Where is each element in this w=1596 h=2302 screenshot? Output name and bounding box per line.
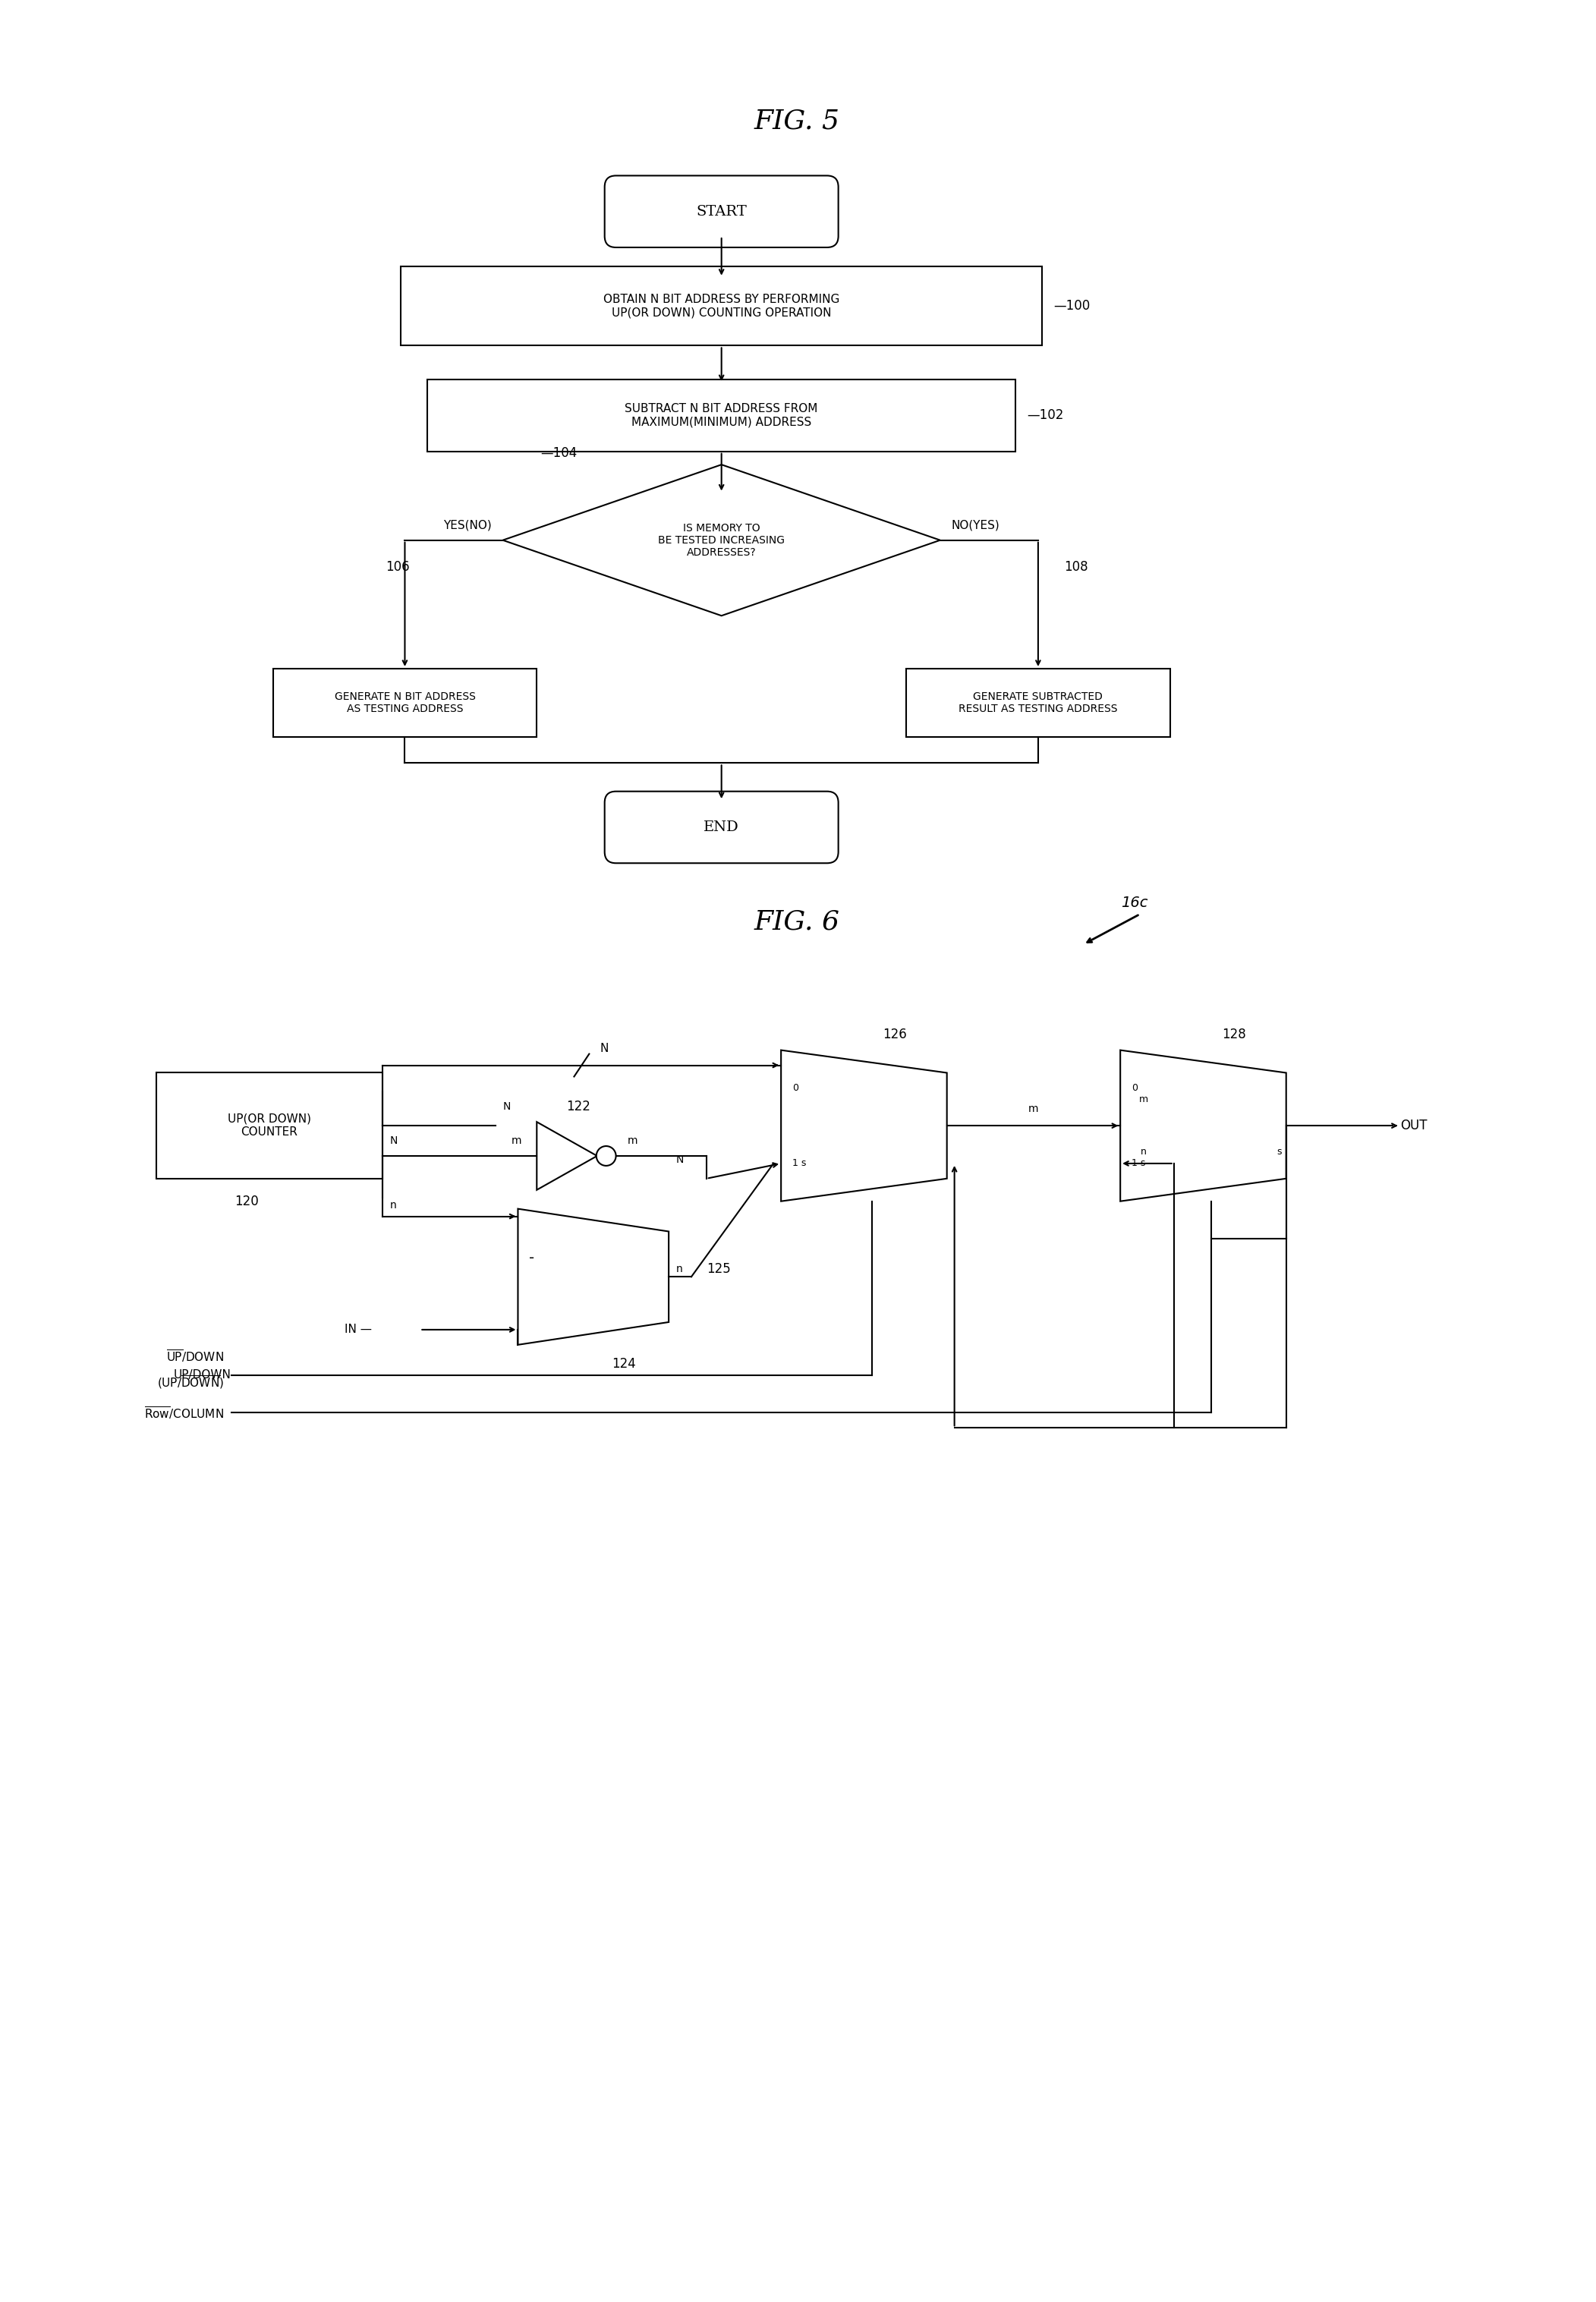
Text: m: m (1140, 1093, 1148, 1105)
Text: 106: 106 (385, 559, 409, 573)
Text: 1 s: 1 s (792, 1158, 806, 1169)
Text: s: s (1277, 1146, 1282, 1158)
Text: FIG. 6: FIG. 6 (753, 909, 839, 935)
Text: IN —: IN — (345, 1324, 372, 1335)
Text: 108: 108 (1065, 559, 1088, 573)
Text: (UP/$\overline{\mathrm{DOWN}}$): (UP/$\overline{\mathrm{DOWN}}$) (156, 1374, 223, 1390)
Text: UP(OR DOWN): UP(OR DOWN) (227, 1114, 311, 1126)
Text: 120: 120 (235, 1195, 259, 1209)
Bar (156, 1073, 381, 1179)
Polygon shape (536, 1121, 597, 1190)
Text: SUBTRACT N BIT ADDRESS FROM: SUBTRACT N BIT ADDRESS FROM (626, 403, 819, 414)
Text: START: START (696, 205, 747, 219)
FancyBboxPatch shape (605, 792, 838, 863)
Polygon shape (519, 1209, 669, 1344)
Text: IS MEMORY TO: IS MEMORY TO (683, 523, 760, 534)
Polygon shape (1120, 1050, 1286, 1202)
Text: OBTAIN N BIT ADDRESS BY PERFORMING: OBTAIN N BIT ADDRESS BY PERFORMING (603, 295, 839, 304)
Text: 126: 126 (883, 1027, 907, 1041)
Bar (428, 380, 1015, 451)
Bar (273, 668, 536, 737)
Text: —100: —100 (1053, 299, 1090, 313)
Text: NO(YES): NO(YES) (951, 520, 999, 532)
Text: RESULT AS TESTING ADDRESS: RESULT AS TESTING ADDRESS (959, 704, 1117, 714)
Text: AS TESTING ADDRESS: AS TESTING ADDRESS (346, 704, 463, 714)
Text: UP(OR DOWN) COUNTING OPERATION: UP(OR DOWN) COUNTING OPERATION (611, 306, 832, 318)
Polygon shape (780, 1050, 946, 1202)
Text: 125: 125 (707, 1261, 731, 1275)
Text: N: N (600, 1043, 608, 1054)
Text: 0: 0 (792, 1082, 798, 1093)
Text: N: N (677, 1153, 683, 1165)
Text: MAXIMUM(MINIMUM) ADDRESS: MAXIMUM(MINIMUM) ADDRESS (632, 417, 811, 428)
Text: 0: 0 (1132, 1082, 1138, 1093)
Text: GENERATE N BIT ADDRESS: GENERATE N BIT ADDRESS (334, 691, 476, 702)
Text: YES(NO): YES(NO) (444, 520, 492, 532)
Circle shape (597, 1146, 616, 1165)
Text: —104: —104 (541, 447, 578, 460)
FancyBboxPatch shape (605, 175, 838, 246)
Text: N: N (503, 1100, 511, 1112)
Text: UP/DOWN: UP/DOWN (174, 1370, 231, 1381)
Text: GENERATE SUBTRACTED: GENERATE SUBTRACTED (974, 691, 1103, 702)
Text: 122: 122 (567, 1100, 591, 1114)
Text: 1 s: 1 s (1132, 1158, 1146, 1169)
Text: n: n (1141, 1146, 1146, 1158)
Bar (401, 267, 1042, 345)
Bar (907, 668, 1170, 737)
Text: $\overline{\mathrm{UP}}$/DOWN: $\overline{\mathrm{UP}}$/DOWN (166, 1349, 223, 1365)
Text: COUNTER: COUNTER (241, 1126, 297, 1137)
Text: 16c: 16c (1120, 895, 1148, 909)
Polygon shape (503, 465, 940, 615)
Text: —102: —102 (1026, 410, 1063, 421)
Text: m: m (627, 1135, 637, 1146)
Text: N: N (389, 1135, 397, 1146)
Text: OUT: OUT (1400, 1119, 1427, 1133)
Text: END: END (704, 820, 739, 833)
Text: -: - (530, 1250, 535, 1266)
Text: n: n (389, 1199, 396, 1211)
Text: BE TESTED INCREASING: BE TESTED INCREASING (658, 534, 785, 546)
Text: $\overline{\mathrm{Row}}$/COLUMN: $\overline{\mathrm{Row}}$/COLUMN (144, 1404, 223, 1420)
Text: ADDRESSES?: ADDRESSES? (686, 548, 757, 557)
Text: m: m (511, 1135, 522, 1146)
Text: m: m (1028, 1103, 1039, 1114)
Text: n: n (677, 1264, 683, 1275)
Text: 128: 128 (1223, 1027, 1246, 1041)
Text: 124: 124 (611, 1356, 635, 1370)
Text: FIG. 5: FIG. 5 (753, 108, 839, 134)
